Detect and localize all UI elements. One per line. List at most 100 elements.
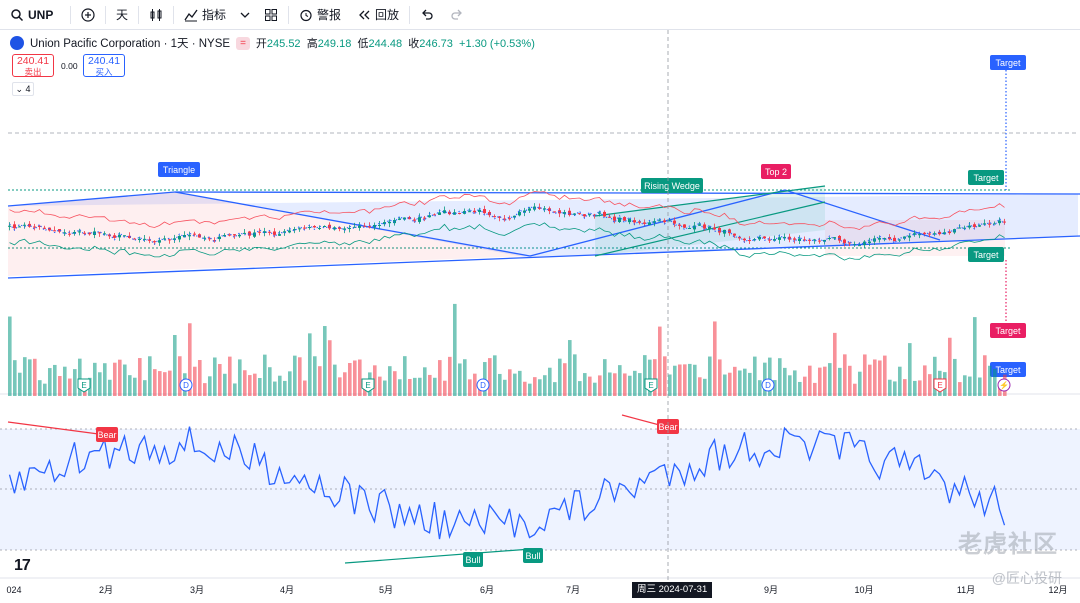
grid-icon — [265, 8, 278, 21]
candle-body — [193, 233, 196, 235]
volume-bar — [698, 377, 702, 396]
volume-bar — [873, 359, 877, 396]
candle-body — [508, 218, 511, 220]
candle-body — [208, 238, 211, 240]
candle-body — [373, 224, 376, 228]
candle-body — [33, 226, 36, 228]
volume-bar — [878, 360, 882, 396]
volume-bar — [153, 369, 157, 396]
chart-type-button[interactable] — [141, 0, 171, 30]
replay-button[interactable]: 回放 — [349, 0, 407, 30]
volume-bar — [758, 380, 762, 396]
candle-body — [803, 239, 806, 241]
legend-title[interactable]: Union Pacific Corporation · 1天 · NYSE — [30, 38, 231, 50]
candle-body — [688, 227, 691, 229]
candle-body — [383, 222, 386, 225]
volume-bar — [423, 367, 427, 396]
candle-body — [518, 211, 521, 216]
indicators-icon — [184, 9, 198, 21]
legend-badge[interactable]: = — [236, 36, 250, 50]
svg-text:Target: Target — [973, 250, 999, 260]
indicators-dropdown[interactable] — [234, 0, 256, 30]
collapse-indicators-button[interactable]: ⌄ 4 — [12, 82, 34, 96]
candle-body — [468, 211, 471, 213]
lightning-icon: ⚡ — [999, 380, 1009, 390]
volume-bar — [688, 363, 692, 396]
wedge-line — [594, 185, 826, 217]
tradingview-logo[interactable]: 17 — [14, 557, 31, 574]
x-axis-label: 12月 — [1048, 585, 1067, 595]
candle-body — [543, 208, 546, 210]
indicators-button[interactable]: 指标 — [176, 0, 234, 30]
candle-body — [423, 217, 426, 219]
volume-bar — [263, 354, 267, 396]
redo-button[interactable] — [442, 0, 472, 30]
candle-body — [823, 239, 826, 242]
candle-body — [683, 224, 686, 228]
volume-bar — [583, 373, 587, 396]
candle-body — [58, 229, 61, 232]
candle-body — [368, 226, 371, 228]
chevron-down-icon — [240, 12, 250, 18]
candle-body — [493, 216, 496, 218]
candle-body — [668, 220, 671, 222]
volume-bar — [448, 356, 452, 396]
svg-text:Target: Target — [995, 58, 1021, 68]
candle-body — [363, 225, 366, 227]
top-toolbar: UNP 天 指标 警报 回放 — [0, 0, 1080, 30]
candle-body — [588, 214, 591, 216]
candles-icon — [150, 8, 162, 21]
volume-bar — [123, 364, 127, 396]
divider — [105, 5, 106, 24]
candle-body — [788, 236, 791, 240]
candle-body — [73, 231, 76, 234]
volume-bar — [713, 321, 717, 396]
candle-body — [568, 210, 571, 216]
bull-divergence-line — [344, 548, 532, 564]
candle-body — [228, 234, 231, 236]
candle-body — [553, 211, 556, 213]
candle-body — [998, 220, 1001, 224]
candle-body — [168, 239, 171, 241]
chart-canvas[interactable]: Triangle Rising Wedge Top 2 Target Target Tar… — [0, 30, 1080, 603]
candle-body — [453, 212, 456, 215]
candle-body — [268, 231, 271, 233]
volume-bar — [923, 365, 927, 396]
volume-bar — [8, 316, 12, 396]
candle-body — [53, 230, 56, 232]
volume-bar — [53, 364, 57, 396]
buy-button[interactable]: 240.41 买入 — [83, 54, 125, 77]
candle-body — [758, 236, 761, 240]
interval-button[interactable]: 天 — [108, 0, 136, 30]
volume-bar — [198, 360, 202, 396]
volume-bar — [203, 383, 207, 396]
candle-body — [623, 217, 626, 221]
x-axis-label: 7月 — [566, 585, 580, 595]
compare-button[interactable] — [73, 0, 103, 30]
volume-bar — [863, 354, 867, 396]
volume-bar — [618, 365, 622, 396]
volume-bar — [213, 357, 217, 396]
volume-bar — [378, 376, 382, 396]
volume-bar — [903, 379, 907, 396]
candle-body — [878, 238, 881, 240]
candle-body — [448, 211, 451, 215]
undo-button[interactable] — [412, 0, 442, 30]
trend-line — [7, 191, 176, 207]
candle-body — [913, 233, 916, 235]
volume-bar — [913, 380, 917, 396]
symbol-search-button[interactable]: UNP — [0, 0, 68, 30]
dividend-marker: D — [179, 378, 193, 392]
volume-bar — [133, 377, 137, 396]
alerts-button[interactable]: 警报 — [291, 0, 349, 30]
candle-body — [103, 233, 106, 235]
candle-body — [613, 216, 616, 221]
candle-body — [928, 233, 931, 235]
volume-bar — [573, 354, 577, 396]
volume-bar — [138, 358, 142, 396]
svg-text:Target: Target — [995, 326, 1021, 336]
sell-button[interactable]: 240.41 卖出 — [12, 54, 54, 77]
layout-button[interactable] — [256, 0, 286, 30]
candle-body — [183, 235, 186, 238]
candle-body — [923, 232, 926, 234]
